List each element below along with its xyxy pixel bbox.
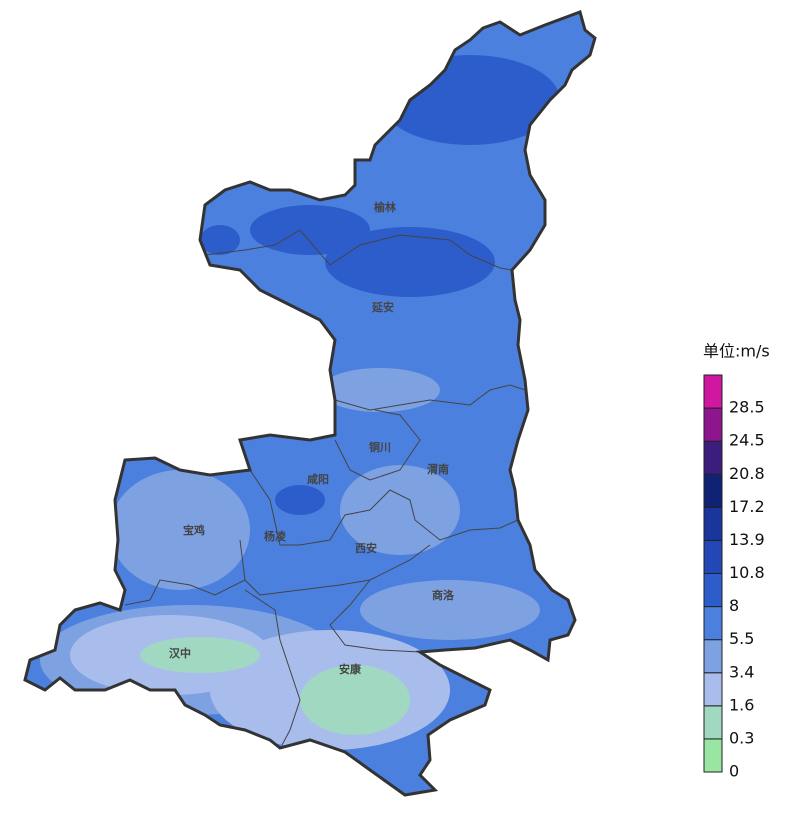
- legend-swatch: [703, 738, 723, 773]
- legend-tick-label: 10.8: [729, 563, 765, 582]
- legend-swatch: [703, 440, 723, 475]
- wind-patch: [380, 55, 560, 145]
- wind-patch: [275, 485, 325, 515]
- legend: 0 0.3 1.6 3.4 5.5 8 10.8 13.9 17.2 20.8 24.5 28.5: [703, 374, 765, 781]
- city-label: 榆林: [374, 200, 396, 214]
- boundary: [329, 579, 421, 653]
- legend-tick-label: 0.3: [729, 728, 754, 747]
- legend-swatch: [703, 407, 723, 442]
- city-label: 商洛: [432, 588, 455, 602]
- legend-tick-label: 8: [729, 596, 739, 615]
- boundary: [249, 469, 519, 546]
- city-label: 渭南: [427, 462, 449, 476]
- city-label: 宝鸡: [183, 523, 205, 537]
- legend-swatch: [703, 506, 723, 541]
- legend-title: 单位:m/s: [703, 342, 770, 361]
- legend-swatch: [703, 473, 723, 508]
- wind-patch: [140, 637, 260, 673]
- legend-tick-label: 17.2: [729, 497, 765, 516]
- city-label: 杨凌: [264, 529, 287, 543]
- boundary: [334, 384, 526, 411]
- legend-tick-label: 24.5: [729, 431, 765, 450]
- legend-swatch: [703, 705, 723, 740]
- legend-tick-label: 0: [729, 762, 739, 781]
- boundary: [334, 409, 421, 481]
- legend-swatch: [703, 672, 723, 707]
- province-outline: [23, 10, 597, 797]
- legend-tick-label: 5.5: [729, 629, 754, 648]
- wind-patch: [320, 368, 440, 412]
- wind-patch: [300, 665, 410, 735]
- legend-swatch: [703, 573, 723, 608]
- boundary: [204, 229, 513, 271]
- legend-swatch: [703, 539, 723, 575]
- legend-swatch: [703, 639, 723, 674]
- legend-tick-label: 3.4: [729, 662, 754, 681]
- city-label: 延安: [371, 300, 394, 314]
- boundary: [244, 544, 431, 596]
- legend-tick-label: 28.5: [729, 398, 765, 417]
- city-label: 安康: [339, 662, 362, 676]
- city-label: 西安: [355, 541, 377, 555]
- legend-swatch: [703, 374, 723, 409]
- city-label: 汉中: [169, 646, 191, 660]
- borders: [124, 229, 526, 746]
- city-label: 咸阳: [307, 472, 329, 486]
- legend-tick-label: 1.6: [729, 695, 754, 714]
- city-label: 铜川: [368, 440, 391, 454]
- wind-patch: [110, 470, 250, 590]
- legend-tick-label: 20.8: [729, 464, 765, 483]
- wind-patch: [325, 227, 495, 297]
- wind-patch: [360, 580, 540, 640]
- legend-swatch: [703, 606, 723, 641]
- boundary: [244, 589, 301, 746]
- wind-patch: [200, 225, 240, 255]
- legend-tick-label: 13.9: [729, 530, 765, 549]
